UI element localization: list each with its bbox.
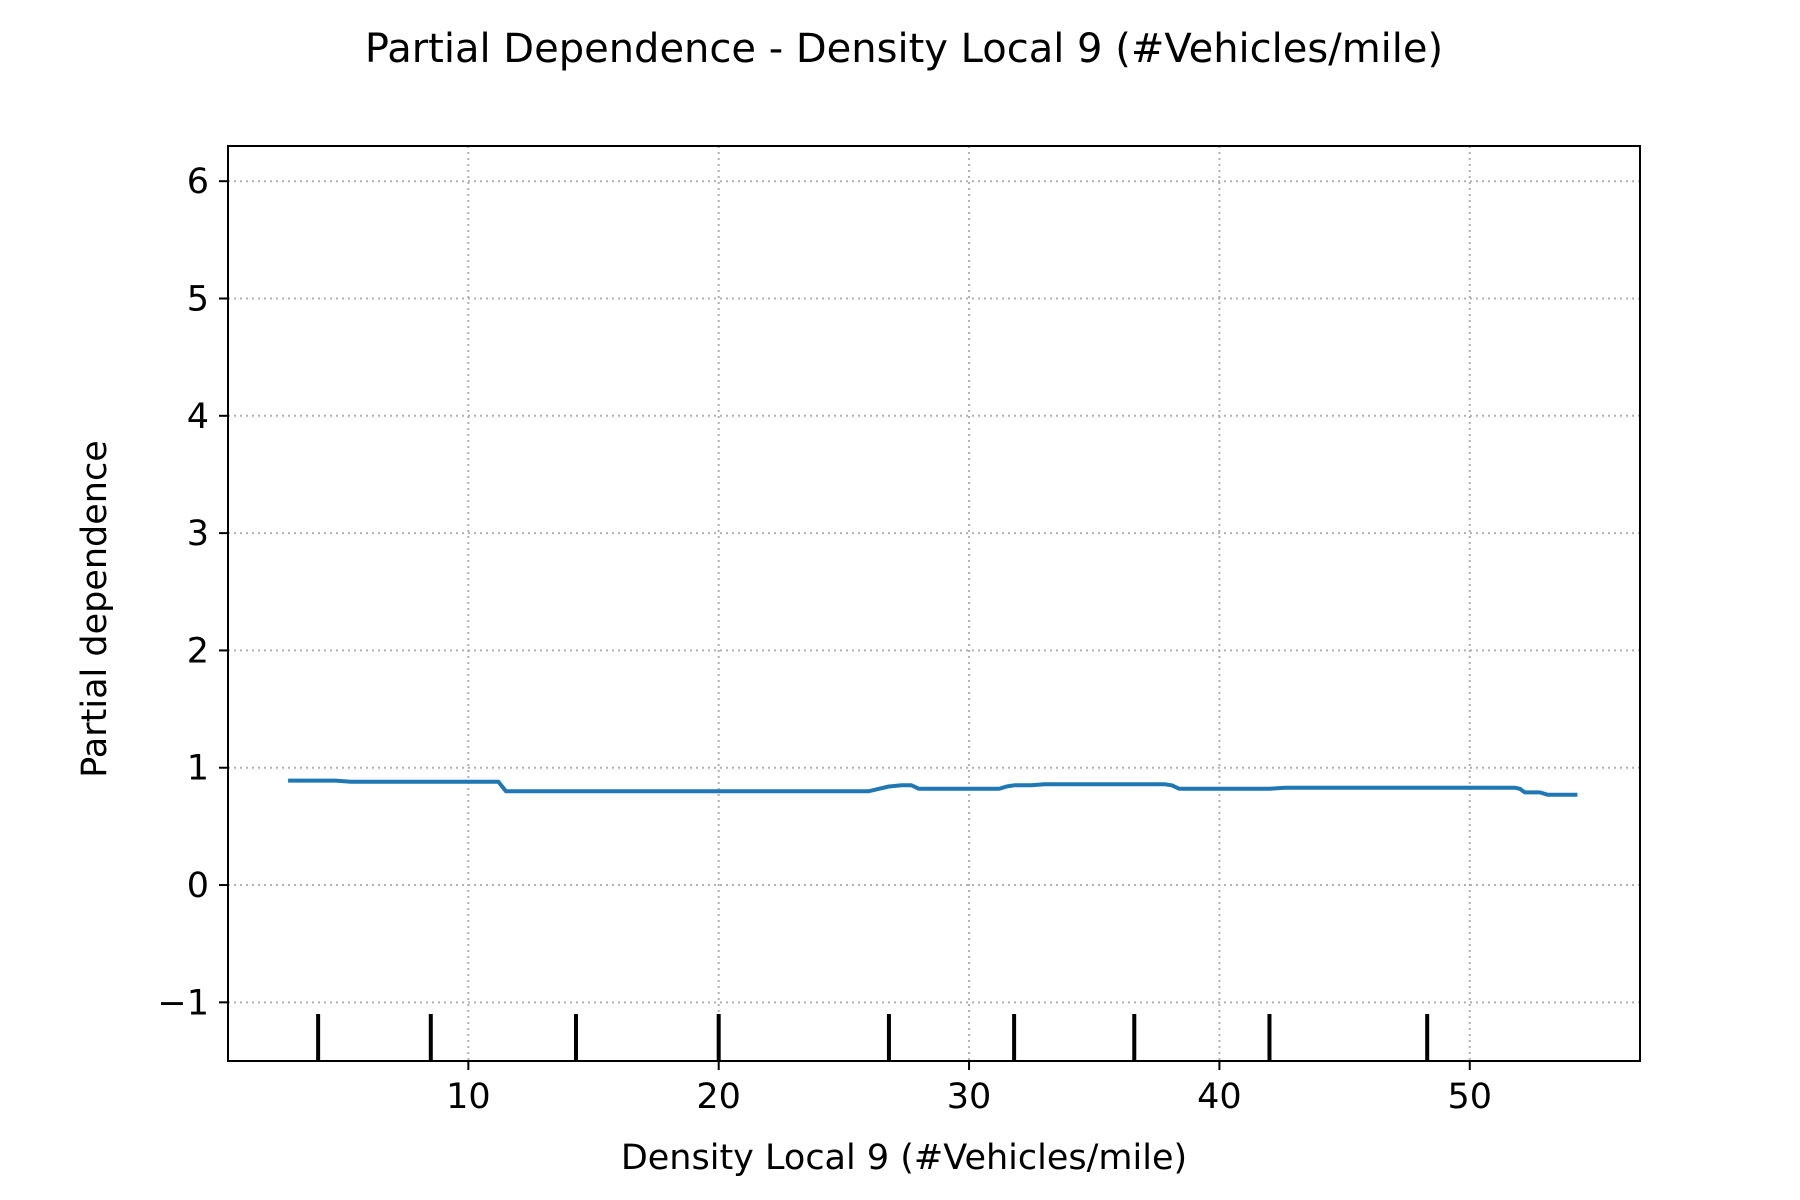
plot-frame xyxy=(227,145,1641,1062)
axes: 10 20 30 40 50 −1 0 1 2 3 4 5 6 xyxy=(157,145,1641,1117)
x-tick-label: 10 xyxy=(446,1077,491,1117)
chart-title: Partial Dependence - Density Local 9 (#V… xyxy=(365,26,1443,72)
y-tick-label: 6 xyxy=(187,162,209,202)
y-axis-label: Partial dependence xyxy=(75,440,115,778)
y-tick-label: 1 xyxy=(187,749,209,789)
y-tick-label: 5 xyxy=(187,280,209,320)
x-tick-label: 20 xyxy=(696,1077,741,1117)
y-tick-label: −1 xyxy=(157,983,209,1023)
grid-lines xyxy=(228,146,1640,1061)
x-tick-label: 30 xyxy=(947,1077,992,1117)
y-tick-label: 4 xyxy=(187,397,209,437)
y-tick-label: 0 xyxy=(187,866,209,906)
plot-area xyxy=(288,778,1578,1061)
x-tick-label: 40 xyxy=(1197,1077,1242,1117)
partial-dependence-line xyxy=(288,778,1578,797)
y-tick-label: 2 xyxy=(187,631,209,671)
x-tick-label: 50 xyxy=(1447,1077,1492,1117)
y-tick-label: 3 xyxy=(187,514,209,554)
x-axis-label: Density Local 9 (#Vehicles/mile) xyxy=(621,1138,1187,1178)
